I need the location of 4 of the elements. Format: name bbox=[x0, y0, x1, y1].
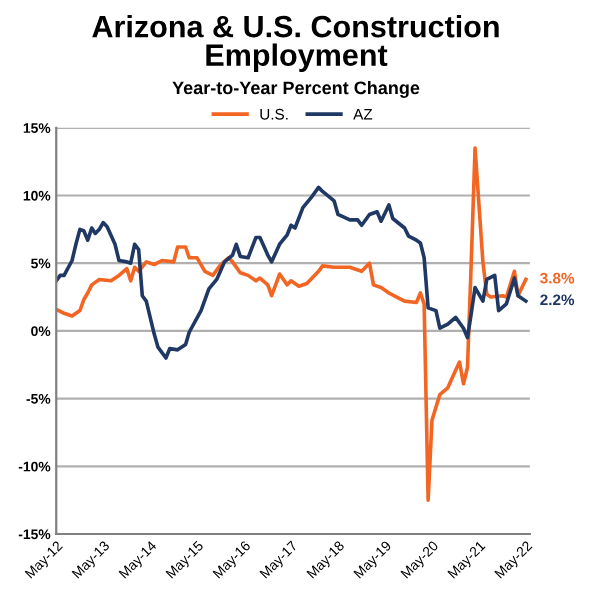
chart-subtitle: Year-to-Year Percent Change bbox=[172, 81, 420, 98]
chart-title: Arizona & U.S. Construction Employment bbox=[92, 15, 499, 72]
line-series bbox=[56, 185, 528, 360]
line-series bbox=[56, 146, 528, 502]
